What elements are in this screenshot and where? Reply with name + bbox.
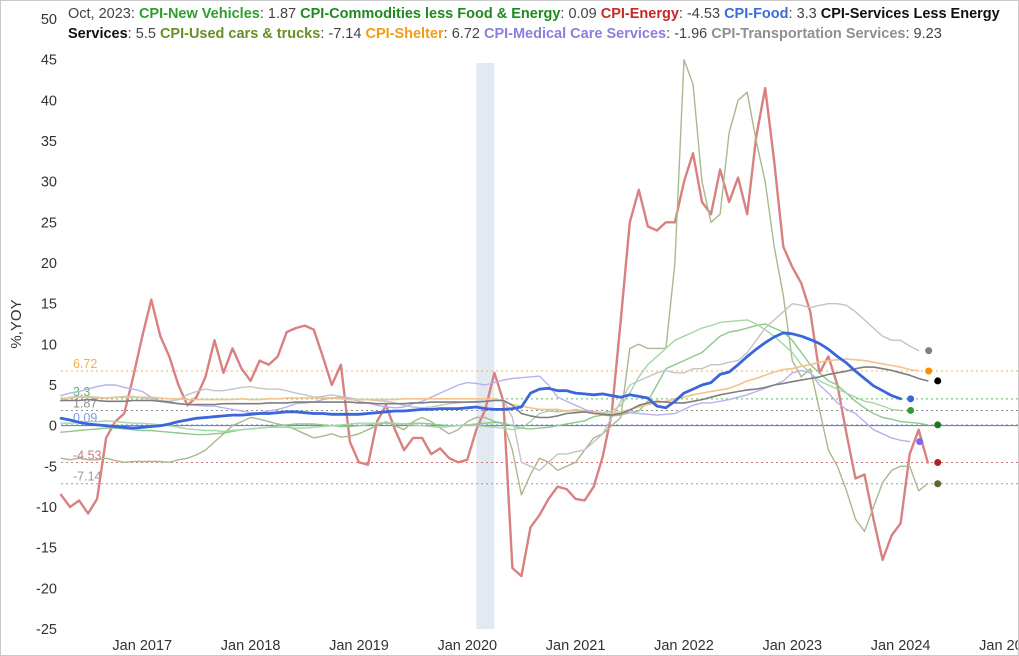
- legend-value-4: 5.5: [135, 25, 156, 42]
- legend-label-3: CPI-Food: [724, 6, 789, 22]
- y-tick-label: 30: [41, 175, 57, 191]
- reference-label: 1.87: [73, 396, 97, 410]
- legend-date: Oct, 2023: [68, 6, 131, 22]
- series-endpoint-6: [925, 367, 933, 375]
- series-endpoint-1: [934, 480, 942, 488]
- x-tick-label: Jan 2017: [112, 638, 172, 654]
- legend-label-5: CPI-Used cars & trucks: [159, 25, 321, 42]
- legend-value-5: -7.14: [328, 25, 362, 42]
- y-tick-label: 0: [49, 419, 57, 435]
- series-endpoint-4: [925, 347, 933, 355]
- y-tick-label: 10: [41, 337, 57, 353]
- legend-items: CPI-New Vehicles: 1.87 CPI-Commodities l…: [68, 6, 1000, 42]
- legend-value-1: 0.09: [568, 6, 597, 22]
- legend-value-8: 9.23: [913, 25, 942, 42]
- x-tick-label: Jan 2020: [437, 638, 497, 654]
- y-tick-label: -15: [36, 541, 57, 557]
- legend-label-7: CPI-Medical Care Services: [483, 25, 667, 42]
- series-endpoint-5: [916, 438, 924, 446]
- legend-label-1: CPI-Commodities less Food & Energy: [300, 6, 561, 22]
- recession-band: [476, 63, 495, 629]
- series-line-0: [59, 86, 929, 578]
- series-endpoint-2: [934, 421, 942, 429]
- legend-label-8: CPI-Transportation Services: [711, 25, 906, 42]
- x-tick-label: Jan 2023: [762, 638, 822, 654]
- series-endpoint-0: [934, 459, 942, 467]
- y-tick-label: -10: [36, 500, 57, 516]
- y-tick-label: 35: [41, 134, 57, 150]
- x-tick-label: Jan 2021: [546, 638, 606, 654]
- reference-label: 6.72: [73, 357, 97, 371]
- legend-value-2: -4.53: [686, 6, 721, 22]
- legend-value-6: 6.72: [451, 25, 480, 42]
- legend-value-3: 3.3: [796, 6, 817, 22]
- series-line-1: [60, 59, 929, 533]
- y-tick-label: 25: [41, 215, 57, 231]
- reference-label: 3.3: [73, 385, 90, 399]
- y-tick-label: 5: [49, 378, 57, 394]
- legend-label-6: CPI-Shelter: [365, 25, 444, 42]
- y-tick-label: 45: [41, 53, 57, 69]
- y-tick-label: 20: [41, 256, 57, 272]
- legend-label-4: CPI-Services Less Energy Services: [68, 6, 1000, 42]
- y-tick-label: 50: [41, 12, 57, 28]
- y-tick-label: 40: [41, 93, 57, 109]
- series-line-8: [59, 331, 902, 430]
- series-line-6: [60, 358, 920, 415]
- legend-value-7: -1.96: [674, 25, 708, 42]
- x-tick-label: Jan 2018: [221, 638, 281, 654]
- y-tick-label: -20: [36, 581, 57, 597]
- legend-label-0: CPI-New Vehicles: [138, 6, 260, 22]
- y-tick-label: -25: [36, 622, 57, 638]
- series-line-3: [60, 319, 902, 433]
- x-tick-label: Jan 2019: [329, 638, 389, 654]
- legend-value-0: 1.87: [267, 6, 297, 22]
- x-tick-label: Jan 2022: [654, 638, 714, 654]
- series-endpoint-7: [934, 377, 942, 385]
- series-line-7: [60, 366, 929, 419]
- x-tick-label: Jan 2024: [871, 638, 931, 654]
- reference-label: -7.14: [73, 470, 102, 484]
- chart-legend-header: Oct, 2023: CPI-New Vehicles: 1.87 CPI-Co…: [68, 6, 1000, 42]
- legend-label-2: CPI-Energy: [600, 6, 679, 22]
- series-endpoint-8: [907, 395, 915, 403]
- y-axis-title: %,YOY: [8, 299, 25, 348]
- y-tick-label: -5: [44, 459, 57, 475]
- y-tick-label: 15: [41, 297, 57, 313]
- series-endpoint-3: [907, 406, 915, 414]
